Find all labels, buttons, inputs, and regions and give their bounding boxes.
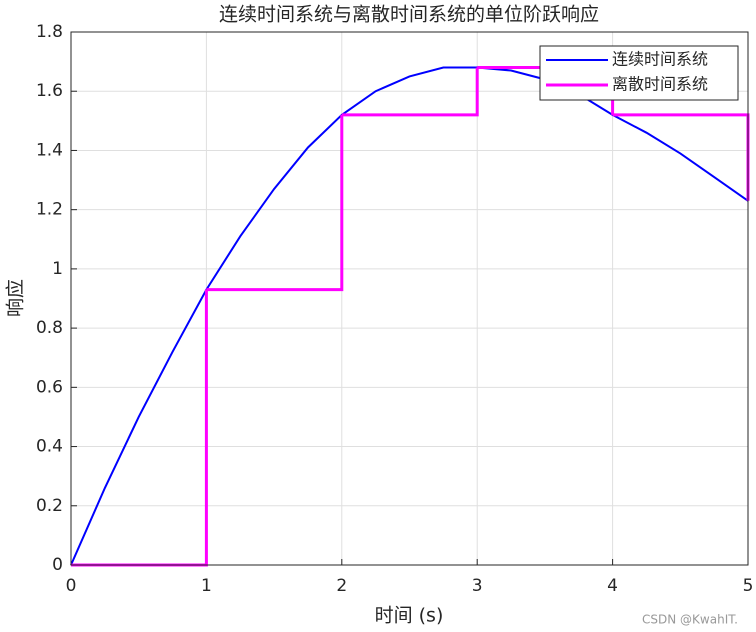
y-tick-label: 0 (52, 555, 63, 575)
legend-label: 离散时间系统 (612, 75, 708, 94)
y-tick-label: 1 (52, 259, 63, 279)
y-tick-label: 0.8 (36, 318, 63, 338)
x-tick-label: 0 (66, 576, 77, 596)
y-tick-label: 1.4 (36, 140, 63, 160)
step-segment (341, 67, 479, 117)
x-tick-label: 2 (336, 576, 347, 596)
x-tick-label: 3 (472, 576, 483, 596)
legend-label: 连续时间系统 (612, 50, 708, 69)
axes-box (70, 31, 749, 566)
y-tick-label: 1.8 (36, 22, 63, 42)
x-axis-label: 时间 (s) (375, 605, 444, 627)
watermark: CSDN @KwahIT. (642, 613, 738, 627)
chart-title: 连续时间系统与离散时间系统的单位阶跃响应 (219, 4, 599, 26)
step-segment (206, 114, 344, 292)
x-tick-label: 5 (743, 576, 754, 596)
x-tick-label: 1 (201, 576, 212, 596)
y-tick-label: 0.2 (36, 496, 63, 516)
legend-box (539, 45, 739, 101)
y-axis-label: 响应 (5, 279, 27, 317)
y-tick-label: 0.6 (36, 377, 63, 397)
y-tick-label: 1.2 (36, 200, 63, 220)
x-tick-label: 4 (607, 576, 618, 596)
line (70, 66, 749, 566)
y-tick-label: 1.6 (36, 81, 63, 101)
y-tick-label: 0.4 (36, 437, 63, 457)
